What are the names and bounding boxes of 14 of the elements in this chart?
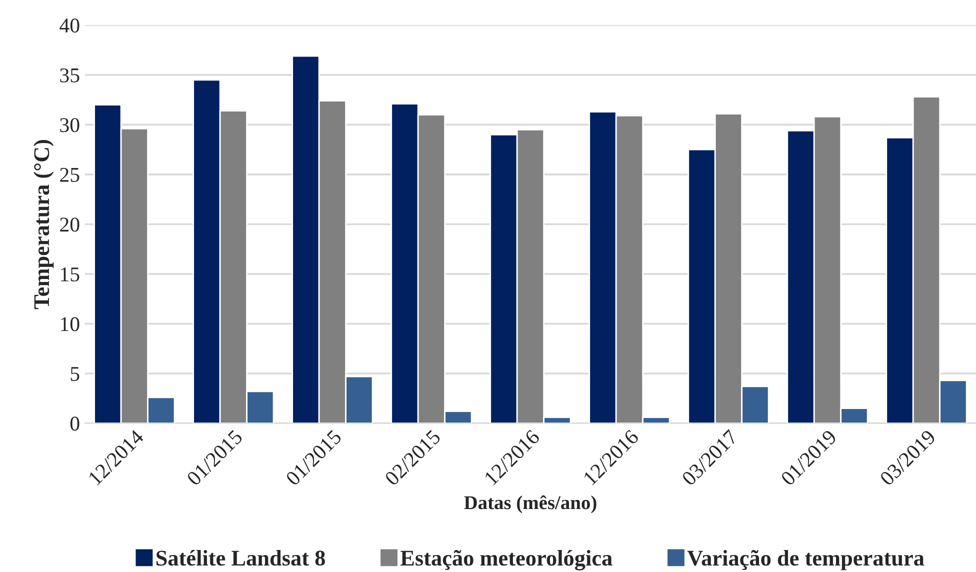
legend-label: Satélite Landsat 8 <box>156 550 325 566</box>
legend-label: Variação de temperatura <box>687 550 924 570</box>
y-tick-label: 40 <box>60 18 80 33</box>
legend-label: Estação meteorológica <box>400 550 612 570</box>
y-tick-label: 30 <box>60 118 80 132</box>
y-tick-label: 10 <box>61 317 80 332</box>
y-tick-label: 20 <box>60 218 80 232</box>
y-tick-label: 5 <box>70 367 80 381</box>
y-tick-label: 35 <box>60 68 80 82</box>
x-axis-title: Datas (mês/ano) <box>464 495 596 514</box>
y-axis-title: Temperatura (°C) <box>34 140 54 310</box>
y-tick-label: 15 <box>61 267 80 282</box>
y-tick-label: 0 <box>70 416 80 431</box>
y-tick-label: 25 <box>60 168 80 182</box>
